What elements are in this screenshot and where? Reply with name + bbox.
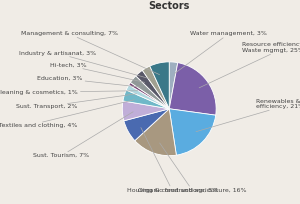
Text: Resource efficiency & sust.
Waste mgmgt, 25%: Resource efficiency & sust. Waste mgmgt,… [199, 42, 300, 88]
Text: Management & consulting, 7%: Management & consulting, 7% [21, 31, 160, 75]
Wedge shape [122, 101, 169, 121]
Text: Renewables & energy
efficiency, 21%: Renewables & energy efficiency, 21% [196, 99, 300, 132]
Text: Hi-tech, 3%: Hi-tech, 3% [50, 63, 145, 82]
Wedge shape [129, 82, 169, 109]
Text: Organic food and agriculture, 16%: Organic food and agriculture, 16% [138, 143, 247, 193]
Wedge shape [123, 90, 169, 109]
Wedge shape [130, 76, 169, 109]
Wedge shape [169, 62, 178, 109]
Wedge shape [126, 85, 169, 109]
Wedge shape [135, 109, 176, 156]
Text: Sust. Tourism, 7%: Sust. Tourism, 7% [33, 112, 133, 158]
Text: Housing & constructions, 8%: Housing & constructions, 8% [127, 128, 218, 193]
Text: Industry & artisanat, 3%: Industry & artisanat, 3% [20, 51, 150, 79]
Wedge shape [136, 70, 169, 109]
Wedge shape [142, 66, 169, 109]
Text: Education, 3%: Education, 3% [37, 76, 140, 87]
Wedge shape [124, 109, 169, 141]
Wedge shape [169, 109, 216, 155]
Text: Water management, 3%: Water management, 3% [175, 31, 267, 73]
Text: Organic cleaning & cosmetics, 1%: Organic cleaning & cosmetics, 1% [0, 90, 138, 95]
Text: Sust. Transport, 2%: Sust. Transport, 2% [16, 94, 136, 109]
Text: Sust. Textiles and clothing, 4%: Sust. Textiles and clothing, 4% [0, 100, 134, 128]
Wedge shape [150, 62, 169, 109]
Wedge shape [169, 63, 216, 115]
Title: Sectors: Sectors [148, 1, 190, 11]
